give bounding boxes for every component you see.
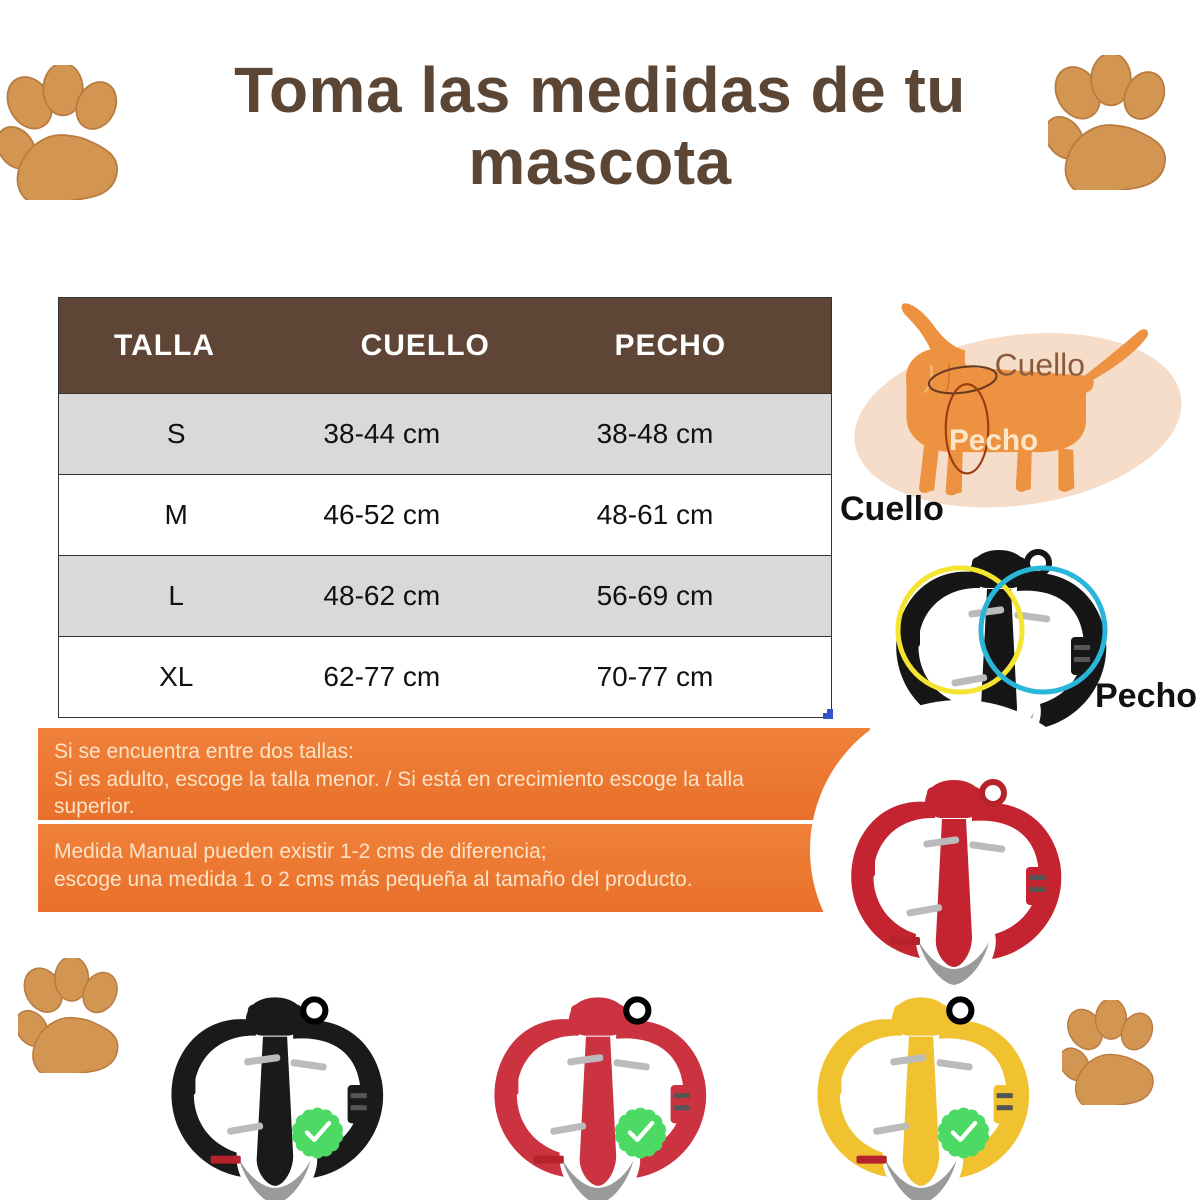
svg-text:Cuello: Cuello (995, 347, 1085, 383)
svg-text:Pecho: Pecho (949, 424, 1038, 457)
